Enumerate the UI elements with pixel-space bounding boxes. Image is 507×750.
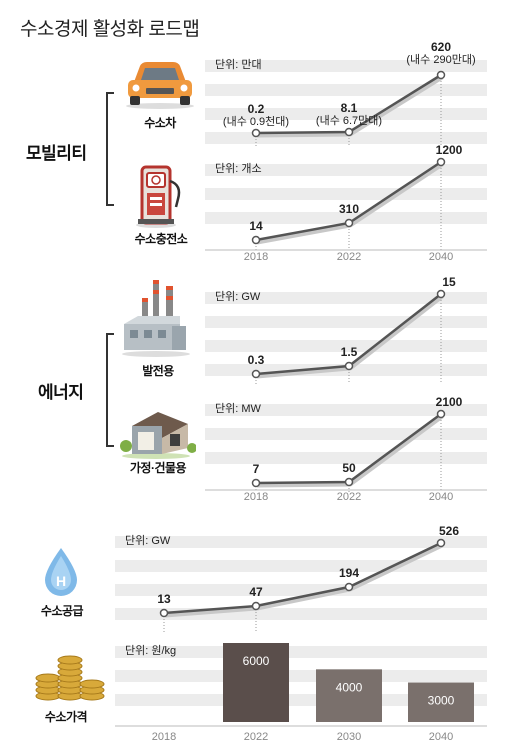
data-label: 0.2 (248, 102, 265, 116)
x-tick-label: 2040 (429, 731, 453, 743)
unit-label: 단위: GW (125, 534, 171, 547)
icon-label-station: 수소충전소 (134, 232, 188, 246)
data-label: 310 (339, 202, 359, 216)
x-tick-label: 2022 (244, 731, 268, 743)
grid-stripe (205, 164, 487, 176)
x-tick-label: 2018 (244, 491, 268, 503)
bar-label: 6000 (243, 654, 270, 668)
section-label-energy: 에너지 (38, 383, 84, 402)
series-line (163, 541, 442, 615)
car-icon (120, 58, 200, 115)
grid-stripe (205, 60, 487, 72)
unit-label: 단위: GW (215, 290, 261, 303)
unit-label: 단위: 개소 (215, 162, 262, 175)
series-line-shadow (164, 542, 444, 618)
x-tick-label: 2018 (152, 731, 176, 743)
data-point (344, 361, 354, 371)
data-point (344, 477, 354, 487)
grid-stripe (205, 428, 487, 440)
data-point (159, 608, 169, 618)
grid-stripe (205, 452, 487, 464)
x-tick-label: 2030 (337, 731, 361, 743)
grid-stripe (115, 670, 487, 682)
data-point (344, 127, 354, 137)
x-tick-label: 2018 (244, 251, 268, 263)
grid-stripe (115, 560, 487, 572)
bar-label: 3000 (428, 694, 455, 708)
bar-2022 (223, 643, 289, 722)
bar-2030 (316, 669, 382, 722)
data-label: 47 (249, 585, 263, 599)
grid-stripe (205, 188, 487, 200)
grid-stripe (205, 212, 487, 224)
data-label: 526 (439, 524, 459, 538)
data-label: 8.1 (341, 101, 358, 115)
data-label: 620 (431, 40, 451, 54)
data-point (436, 70, 446, 80)
grid-stripe (205, 108, 487, 120)
data-label: 14 (249, 219, 263, 233)
data-sublabel: (내수 0.9천대) (223, 114, 289, 128)
x-tick-label: 2022 (337, 491, 361, 503)
data-point (436, 538, 446, 548)
data-point (251, 369, 261, 379)
x-tick-label: 2022 (337, 251, 361, 263)
grid-stripe (115, 536, 487, 548)
data-point (251, 601, 261, 611)
data-label: 0.3 (248, 353, 265, 367)
unit-label: 단위: 만대 (215, 58, 262, 71)
unit-label: 단위: MW (215, 402, 262, 415)
grid-stripe (205, 404, 487, 416)
icon-label-supply: 수소공급 (40, 604, 84, 618)
data-label: 7 (253, 462, 260, 476)
grid-stripe (205, 292, 487, 304)
section-label-mobility: 모빌리티 (26, 144, 87, 163)
mobility-bracket (106, 92, 114, 206)
data-label: 1.5 (341, 345, 358, 359)
data-sublabel: (내수 290만대) (406, 53, 475, 66)
x-tick-label: 2040 (429, 251, 453, 263)
data-point (436, 289, 446, 299)
energy-bracket (106, 333, 114, 447)
data-label: 15 (442, 275, 456, 289)
data-label: 194 (339, 566, 359, 580)
data-label: 50 (342, 461, 356, 475)
water-drop-icon: H (37, 546, 85, 605)
svg-text:H: H (56, 573, 66, 589)
data-point (251, 235, 261, 245)
data-label: 1200 (436, 143, 463, 157)
icon-label-price: 수소가격 (44, 710, 88, 724)
grid-stripe (115, 584, 487, 596)
x-tick-label: 2040 (429, 491, 453, 503)
coins-icon (30, 650, 108, 711)
bar-2040 (408, 682, 474, 722)
data-point (436, 157, 446, 167)
icon-label-power: 발전용 (142, 364, 174, 378)
grid-stripe (205, 84, 487, 96)
grid-stripe (205, 316, 487, 328)
page-title: 수소경제 활성화 로드맵 (20, 19, 200, 40)
house-icon (118, 408, 197, 465)
unit-label: 단위: 원/kg (125, 644, 176, 657)
data-point (251, 478, 261, 488)
power-plant-icon (118, 276, 194, 363)
fuel-pump-icon (132, 163, 188, 234)
grid-stripe (115, 694, 487, 706)
icon-label-building: 가정·건물용 (129, 461, 187, 475)
data-label: 2100 (436, 395, 463, 409)
data-point (436, 409, 446, 419)
data-point (251, 128, 261, 138)
data-point (344, 582, 354, 592)
bar-label: 4000 (336, 680, 363, 694)
icon-label-car: 수소차 (144, 116, 176, 130)
data-sublabel: (내수 6.7만대) (316, 114, 382, 127)
grid-stripe (115, 646, 487, 658)
data-point (344, 218, 354, 228)
data-label: 13 (157, 592, 171, 606)
grid-stripe (205, 340, 487, 352)
